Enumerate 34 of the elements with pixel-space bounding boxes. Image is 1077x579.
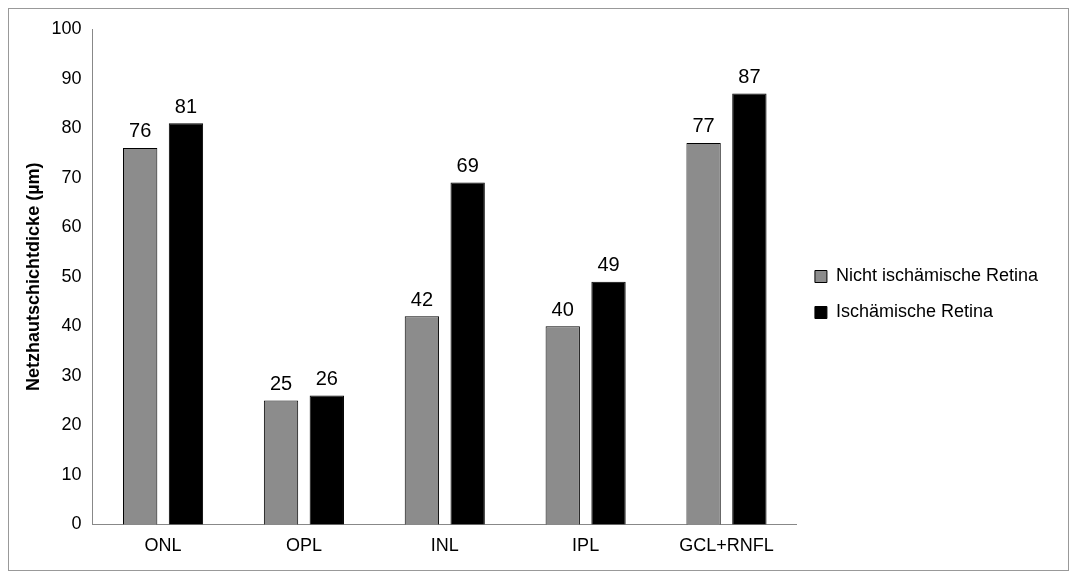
y-tick-label: 50	[61, 265, 82, 286]
y-tick-label: 10	[61, 463, 82, 484]
legend-label: Nicht ischämische Retina	[835, 265, 1039, 286]
y-tick-label: 20	[61, 414, 82, 435]
data-label: 69	[456, 154, 479, 177]
x-tick-label: ONL	[144, 535, 182, 556]
data-label: 87	[738, 64, 761, 87]
x-tick-label: INL	[430, 535, 459, 556]
legend-label: Ischämische Retina	[835, 301, 994, 322]
y-tick-label: 80	[61, 117, 82, 138]
y-tick-label: 60	[61, 216, 82, 237]
y-axis-title: Netzhautschichtdicke (µm)	[22, 162, 43, 391]
y-tick-label: 100	[51, 17, 82, 38]
bar	[732, 93, 767, 525]
data-label: 49	[597, 253, 620, 276]
bar	[309, 395, 344, 525]
data-label: 26	[315, 367, 338, 390]
data-label: 40	[551, 297, 574, 320]
data-label: 25	[269, 372, 293, 395]
data-label: 42	[410, 287, 434, 310]
x-tick-label: OPL	[285, 535, 322, 556]
x-tick-label: IPL	[572, 535, 600, 556]
bar	[168, 123, 204, 525]
bar	[591, 281, 626, 525]
y-tick-label: 40	[61, 315, 82, 336]
data-label: 81	[174, 94, 198, 117]
data-label: 77	[692, 114, 715, 137]
y-tick-label: 0	[71, 513, 82, 534]
y-tick-label: 70	[61, 166, 82, 187]
y-tick-label: 90	[61, 67, 82, 88]
bar	[450, 182, 485, 525]
data-label: 76	[129, 119, 152, 142]
y-tick-label: 30	[61, 364, 82, 385]
x-tick-label: GCL+RNFL	[679, 535, 774, 556]
